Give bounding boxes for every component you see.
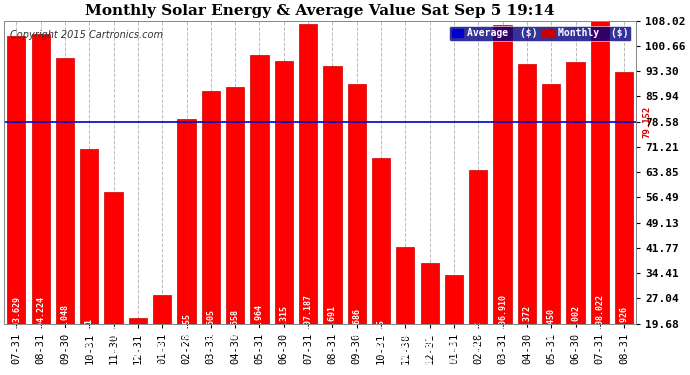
Bar <box>153 295 171 375</box>
Bar <box>299 24 317 375</box>
Text: 33.896: 33.896 <box>449 337 458 367</box>
Text: 97.964: 97.964 <box>255 304 264 334</box>
Bar <box>518 64 536 375</box>
Bar <box>348 84 366 375</box>
Bar <box>469 170 487 375</box>
Bar <box>324 66 342 375</box>
Text: 108.022: 108.022 <box>595 294 604 328</box>
Text: 58.103: 58.103 <box>109 324 118 354</box>
Text: 79.152: 79.152 <box>642 105 651 138</box>
Text: 64.472: 64.472 <box>474 321 483 351</box>
Bar <box>7 36 26 375</box>
Text: 67.965: 67.965 <box>377 319 386 349</box>
Text: 21.414: 21.414 <box>133 343 142 373</box>
Text: 70.491: 70.491 <box>85 318 94 348</box>
Text: 95.372: 95.372 <box>522 305 531 335</box>
Bar <box>201 91 220 375</box>
Text: 92.926: 92.926 <box>620 306 629 336</box>
Bar <box>104 192 123 375</box>
Text: 41.959: 41.959 <box>401 333 410 363</box>
Legend: Average  ($), Monthly  ($): Average ($), Monthly ($) <box>448 26 631 41</box>
Bar <box>275 61 293 375</box>
Text: 96.315: 96.315 <box>279 304 288 334</box>
Text: 94.691: 94.691 <box>328 306 337 336</box>
Bar <box>372 158 390 375</box>
Text: 79.455: 79.455 <box>182 313 191 343</box>
Text: 96.002: 96.002 <box>571 305 580 335</box>
Bar <box>32 34 50 375</box>
Bar <box>566 62 584 375</box>
Bar <box>80 149 99 375</box>
Text: 97.048: 97.048 <box>61 304 70 334</box>
Title: Monthly Solar Energy & Average Value Sat Sep 5 19:14: Monthly Solar Energy & Average Value Sat… <box>86 4 555 18</box>
Bar <box>396 247 415 375</box>
Text: Copyright 2015 Cartronics.com: Copyright 2015 Cartronics.com <box>10 30 164 40</box>
Bar <box>250 55 268 375</box>
Text: 89.686: 89.686 <box>352 308 361 338</box>
Bar <box>177 118 196 375</box>
Text: 107.187: 107.187 <box>304 294 313 329</box>
Text: 88.658: 88.658 <box>230 309 239 339</box>
Bar <box>615 72 633 375</box>
Text: 103.629: 103.629 <box>12 296 21 331</box>
Text: 37.214: 37.214 <box>425 335 434 365</box>
Text: 87.605: 87.605 <box>206 309 215 339</box>
Bar <box>420 264 439 375</box>
Bar <box>542 84 560 375</box>
Text: 27.986: 27.986 <box>158 340 167 370</box>
Text: 106.910: 106.910 <box>498 294 507 329</box>
Bar <box>591 21 609 375</box>
Bar <box>129 318 147 375</box>
Bar <box>56 58 74 375</box>
Text: 89.450: 89.450 <box>546 308 555 338</box>
Bar <box>493 24 512 375</box>
Bar <box>445 275 463 375</box>
Text: 104.224: 104.224 <box>36 296 45 330</box>
Bar <box>226 87 244 375</box>
